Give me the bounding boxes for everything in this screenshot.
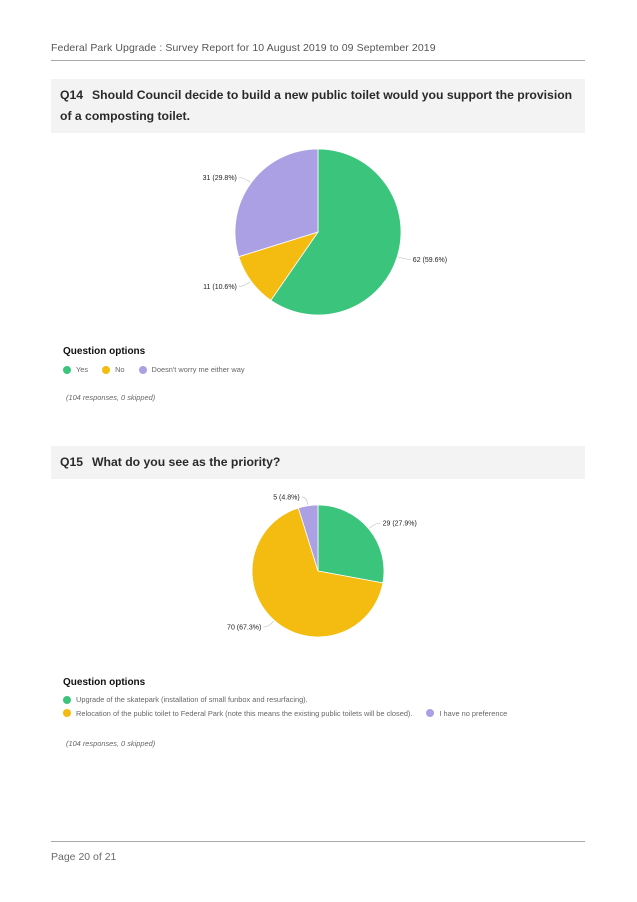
q15-legend: Upgrade of the skatepark (installation o… (63, 693, 521, 720)
q15-legend-item-1: Relocation of the public toilet to Feder… (63, 709, 412, 718)
pie-data-label-0-2: 31 (29.8%) (203, 175, 237, 182)
pie-data-label-0-1: 11 (10.6%) (203, 284, 237, 291)
footer-divider (51, 841, 585, 842)
q15-question-box: Q15 What do you see as the priority? (51, 446, 585, 479)
pie-slice-0-2 (234, 148, 319, 258)
q14-legend-label-0: Yes (76, 365, 89, 374)
pie-slice-1-1 (251, 507, 384, 638)
q14-response-count: (104 responses, 0 skipped) (66, 393, 156, 402)
q14-question-text: Should Council decide to build a new pub… (60, 88, 573, 123)
page-number: Page 20 of 21 (51, 851, 117, 863)
pie-data-label-1-2: 5 (4.8%) (273, 494, 299, 501)
q15-legend-swatch-2 (426, 709, 435, 717)
pie-slice-0-0 (270, 148, 402, 316)
q14-legend-item-2: Doesn't worry me either way (138, 365, 245, 374)
pie-leader-1-2 (301, 496, 309, 505)
pie-slice-1-2 (297, 504, 319, 572)
pie-data-label-1-1: 70 (67.3%) (227, 625, 261, 632)
q14-legend-swatch-0 (63, 365, 71, 374)
q15-legend-label-0: Upgrade of the skatepark (installation o… (76, 695, 308, 704)
q14-question-box: Q14 Should Council decide to build a new … (51, 79, 585, 133)
q14-legend-label-2: Doesn't worry me either way (151, 365, 245, 374)
pie-leader-1-0 (369, 522, 381, 529)
q14-options-title: Question options (63, 346, 146, 357)
q14-legend-swatch-2 (138, 365, 147, 374)
pie-data-label-0-0: 62 (59.6%) (413, 257, 447, 264)
q15-options-title: Question options (63, 677, 146, 688)
q14-legend-item-1: No (102, 365, 125, 374)
q14-legend-item-0: Yes (63, 365, 88, 374)
q14-legend-label-1: No (115, 365, 125, 374)
q14-number: Q14 (60, 88, 84, 102)
q15-legend-label-1: Relocation of the public toilet to Feder… (76, 708, 413, 718)
pie-slice-1-0 (317, 504, 385, 584)
q15-number: Q15 (60, 455, 84, 469)
q15-question-text: What do you see as the priority? (92, 455, 281, 469)
q14-pie-chart: 62 (59.6%) 11 (10.6%) 31 (29.8%) (203, 148, 447, 316)
header-divider (51, 60, 585, 61)
pie-leader-0-0 (398, 256, 411, 260)
q15-legend-item-0: Upgrade of the skatepark (installation o… (63, 695, 308, 704)
q15-response-count: (104 responses, 0 skipped) (66, 739, 156, 748)
q14-legend-swatch-1 (102, 365, 111, 374)
q14-legend: Yes No Doesn't worry me either way (63, 363, 259, 376)
q15-legend-label-2: I have no preference (439, 708, 508, 718)
q15-pie-chart: 29 (27.9%) 70 (67.3%) 5 (4.8%) (227, 494, 417, 638)
report-header: Federal Park Upgrade : Survey Report for… (51, 42, 436, 54)
q15-legend-item-2: I have no preference (426, 709, 507, 718)
pie-data-label-1-0: 29 (27.9%) (383, 521, 417, 528)
pie-leader-0-2 (238, 177, 251, 183)
pie-leader-0-1 (238, 281, 251, 287)
pie-leader-1-1 (263, 620, 274, 628)
q15-legend-swatch-0 (63, 695, 71, 704)
q15-legend-swatch-1 (63, 709, 71, 717)
